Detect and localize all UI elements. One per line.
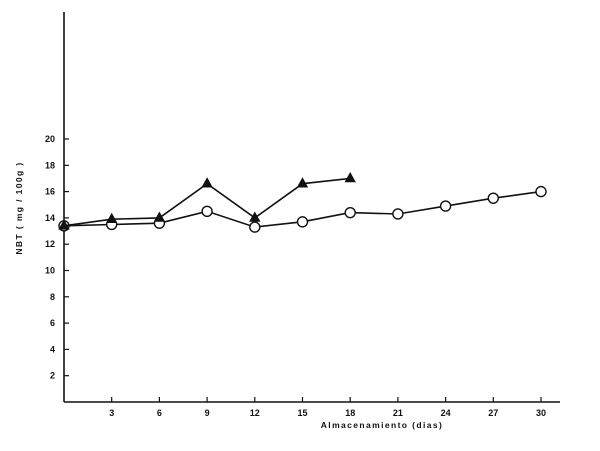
series-triangle [58, 172, 356, 230]
y-tick-label: 2 [50, 371, 55, 381]
x-tick-label: 18 [345, 408, 355, 418]
data-point-triangle [344, 172, 356, 183]
y-tick-label: 12 [45, 239, 55, 249]
x-axis-title: Almacenamiento (dias) [321, 420, 443, 430]
data-point-triangle [201, 177, 213, 188]
x-tick-label: 9 [205, 408, 210, 418]
y-axis-title: NBT ( mg / 100g ) [14, 161, 24, 254]
y-tick-label: 14 [45, 213, 55, 223]
x-tick-label: 6 [157, 408, 162, 418]
y-ticks: 2 4 6 8 10 12 14 16 18 20 [45, 134, 69, 381]
x-tick-label: 3 [109, 408, 114, 418]
data-point-circle [201, 205, 213, 218]
data-point-triangle [58, 219, 70, 230]
data-point-circle [487, 192, 499, 204]
x-tick-label: 30 [536, 408, 546, 418]
x-tick-label: 27 [488, 408, 498, 418]
data-point-circle [296, 216, 309, 228]
data-point-circle [392, 208, 404, 220]
series-layer [58, 172, 547, 233]
y-tick-label: 6 [50, 318, 55, 328]
data-point-circle [249, 221, 261, 233]
x-tick-label: 24 [441, 408, 451, 418]
data-point-triangle [106, 212, 118, 224]
data-point-circle [439, 200, 452, 212]
data-point-circle [535, 185, 547, 198]
data-point-triangle [249, 211, 261, 222]
y-tick-label: 16 [45, 187, 55, 197]
y-tick-label: 4 [50, 344, 55, 354]
data-point-circle [344, 206, 356, 219]
y-tick-label: 8 [50, 292, 55, 302]
x-tick-label: 21 [393, 408, 403, 418]
y-tick-label: 20 [45, 134, 55, 144]
y-tick-label: 10 [45, 266, 55, 276]
y-tick-label: 18 [45, 160, 55, 170]
series-circle [58, 185, 547, 233]
data-point-triangle [296, 177, 309, 188]
data-point-triangle [153, 211, 166, 222]
x-tick-label: 12 [250, 408, 260, 418]
x-ticks: 3 6 9 12 15 18 21 24 27 30 [109, 397, 546, 418]
axes [63, 12, 560, 403]
x-tick-label: 15 [297, 408, 307, 418]
